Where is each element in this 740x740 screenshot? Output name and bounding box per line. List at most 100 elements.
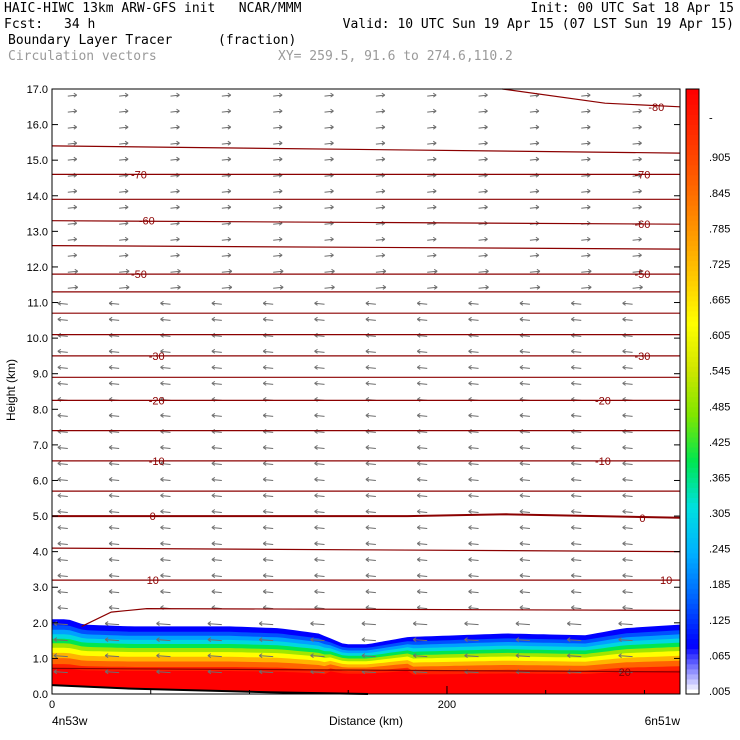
- circulation-vector: [160, 364, 171, 370]
- circulation-vector: [262, 525, 274, 530]
- temperature-contour: [51, 145, 681, 154]
- colorbar-slice: [686, 290, 699, 297]
- circulation-vector: [262, 380, 274, 386]
- circulation-vector: [108, 477, 120, 482]
- colorbar-slice: [686, 542, 699, 549]
- colorbar-slice: [686, 593, 699, 599]
- circulation-vector: [622, 300, 633, 306]
- y-tick-label: 3.0: [33, 582, 48, 594]
- y-tick-label: 11.0: [27, 298, 48, 310]
- temperature-contour: [51, 667, 681, 673]
- circulation-vector: [365, 412, 376, 418]
- y-tick-label: 0.0: [33, 689, 48, 701]
- circulation-vector: [468, 557, 479, 562]
- circulation-vector: [468, 605, 479, 611]
- circulation-vector: [375, 252, 386, 258]
- colorbar-slice: [686, 114, 699, 120]
- circulation-vector: [108, 493, 120, 498]
- contour-label: -10: [595, 456, 611, 468]
- circulation-vector: [416, 589, 428, 594]
- circulation-vector: [262, 316, 274, 322]
- circulation-vector: [108, 573, 120, 578]
- circulation-vector: [365, 316, 376, 322]
- contour-label: -80: [648, 102, 664, 114]
- circulation-vector: [108, 412, 120, 418]
- colorbar-slice: [686, 658, 699, 665]
- colorbar-slice: [686, 174, 699, 181]
- forecast-hour: 34 h: [64, 17, 96, 32]
- circulation-vector: [262, 364, 274, 370]
- colorbar-label: .485: [709, 401, 730, 413]
- circulation-vector: [273, 268, 284, 274]
- colorbar-slice: [686, 245, 699, 251]
- circulation-vector: [622, 573, 633, 578]
- circulation-vector: [170, 188, 180, 194]
- circulation-vector: [314, 477, 325, 482]
- circulation-vector: [324, 236, 334, 242]
- circulation-vector: [519, 332, 530, 338]
- circulation-vector: [519, 525, 530, 530]
- circulation-vector: [416, 525, 428, 530]
- circulation-vector: [221, 188, 232, 194]
- circulation-vector: [478, 188, 488, 194]
- circulation-vector: [468, 589, 479, 594]
- circulation-vector: [262, 573, 274, 578]
- colorbar-slice: [686, 320, 699, 327]
- circulation-vector: [529, 140, 540, 146]
- y-tick-label: 5.0: [33, 511, 48, 523]
- circulation-vector: [57, 412, 68, 418]
- circulation-vector: [119, 220, 129, 226]
- contour-label: -30: [149, 351, 165, 363]
- temperature-contour: [81, 607, 681, 627]
- circulation-vector: [160, 461, 171, 466]
- circulation-vector: [570, 380, 582, 386]
- circulation-vector: [221, 172, 232, 178]
- circulation-vector: [53, 653, 68, 659]
- y-tick-label: 6.0: [33, 475, 48, 487]
- circulation-vector: [570, 477, 582, 482]
- circulation-vector: [416, 541, 428, 546]
- colorbar-slice: [686, 583, 699, 589]
- circulation-vector: [570, 364, 582, 370]
- circulation-vector: [416, 380, 428, 386]
- colorbar-slice: [686, 341, 699, 347]
- colorbar-slice: [686, 578, 699, 584]
- circulation-vector: [211, 380, 222, 386]
- circulation-vector: [170, 156, 180, 162]
- circulation-vector: [57, 557, 68, 562]
- circulation-vector: [622, 364, 633, 370]
- colorbar-slice: [686, 366, 699, 372]
- colorbar-slice: [686, 184, 699, 191]
- circulation-vector: [566, 637, 582, 643]
- circulation-vector: [365, 348, 376, 354]
- field-units: (fraction): [218, 33, 297, 48]
- circulation-vector: [427, 172, 437, 178]
- circulation-vector: [622, 525, 633, 530]
- circulation-vector: [519, 509, 530, 514]
- circulation-vector: [622, 493, 633, 498]
- circulation-vector: [365, 445, 376, 450]
- circulation-vector: [207, 669, 222, 675]
- colorbar-slice: [686, 668, 699, 675]
- colorbar-slice: [686, 663, 699, 670]
- circulation-vector: [262, 541, 274, 546]
- circulation-vector: [119, 204, 129, 210]
- circulation-vector: [622, 412, 633, 418]
- colorbar-slice: [686, 159, 699, 166]
- colorbar-label: .005: [709, 686, 730, 698]
- colorbar-slice: [686, 134, 699, 141]
- circulation-vector: [170, 140, 180, 146]
- circulation-vector: [529, 204, 540, 210]
- circulation-vector: [273, 108, 283, 114]
- circulation-vector: [119, 252, 129, 258]
- temperature-contour: [502, 88, 681, 108]
- circulation-vector: [57, 300, 68, 306]
- circulation-vector: [468, 493, 479, 498]
- right-endpoint-label: 6n51w: [645, 714, 681, 728]
- circulation-vector: [57, 493, 68, 498]
- plot-title: HAIC-HIWC 13km ARW-GFS init NCAR/MMM: [4, 1, 302, 16]
- circulation-vector: [262, 493, 274, 498]
- init-time: Init: 00 UTC Sat 18 Apr 15: [530, 1, 735, 16]
- contour-label: -10: [149, 456, 165, 468]
- circulation-vector: [427, 268, 438, 274]
